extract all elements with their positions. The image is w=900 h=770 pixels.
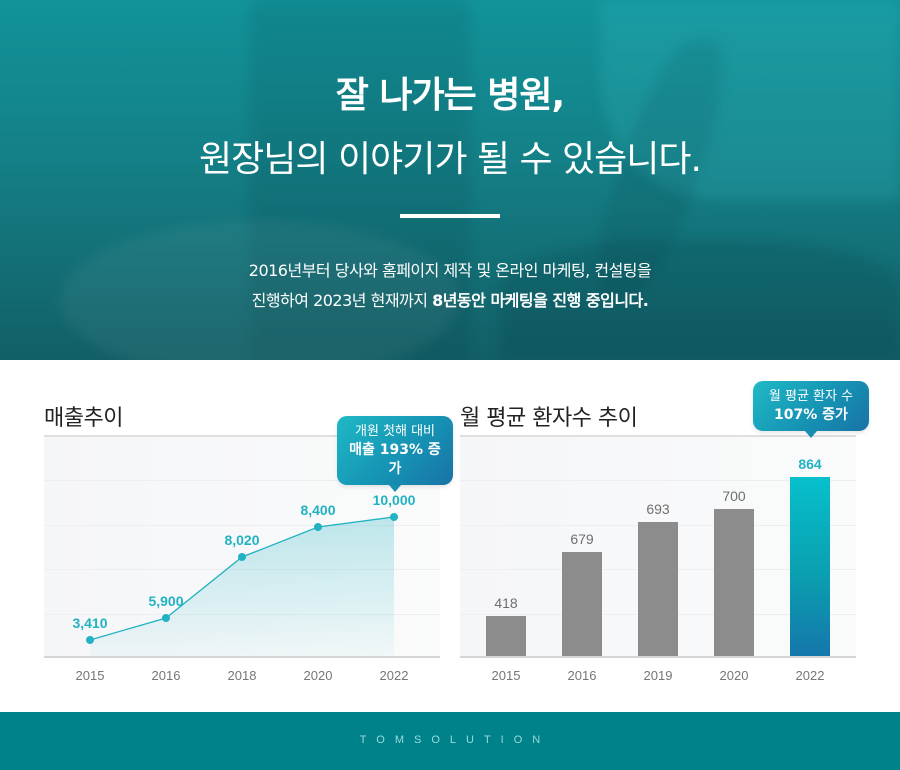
gridline [44, 525, 440, 526]
x-tick-label: 2015 [491, 668, 521, 683]
background-shape [60, 220, 460, 360]
bar-value-label: 700 [722, 488, 746, 504]
bar-value-label: 418 [494, 595, 518, 611]
data-point-2022[interactable] [390, 513, 398, 521]
data-label: 3,410 [72, 615, 108, 631]
background-shape [600, 0, 900, 200]
callout-line-2: 107% 증가 [774, 407, 848, 423]
x-tick-label: 2020 [303, 668, 333, 683]
x-tick-label: 2022 [795, 668, 825, 683]
gridline [460, 480, 856, 481]
callout-line-2: 매출 193% 증가 [349, 442, 441, 477]
x-axis-baseline [44, 656, 440, 658]
bar-value-label: 679 [570, 531, 594, 547]
sales-chart-title: 매출추이 [44, 406, 123, 431]
hero-subtitle: 원장님의 이야기가 될 수 있습니다. [199, 139, 702, 180]
hero-description: 2016년부터 당사와 홈페이지 제작 및 온라인 마케팅, 컨설팅을 진행하여… [0, 256, 900, 316]
data-point-2018[interactable] [238, 553, 246, 561]
x-tick-label: 2016 [567, 668, 597, 683]
x-tick-label: 2019 [643, 668, 673, 683]
bar-value-label: 693 [646, 501, 670, 517]
gridline [44, 480, 440, 481]
data-point-2015[interactable] [86, 636, 94, 644]
x-tick-label: 2018 [227, 668, 257, 683]
hero-desc-line-2: 진행하여 2023년 현재까지 8년동안 마케팅을 진행 중입니다. [0, 286, 900, 316]
hero-desc-line-1: 2016년부터 당사와 홈페이지 제작 및 온라인 마케팅, 컨설팅을 [248, 261, 652, 280]
hero-divider [400, 214, 500, 218]
footer-brand-logo: TOMSOLUTION [359, 734, 551, 746]
hero-desc-plain: 진행하여 2023년 현재까지 [251, 291, 433, 310]
hero-banner: 잘 나가는 병원, 원장님의 이야기가 될 수 있습니다. 2016년부터 당사… [0, 0, 900, 360]
data-point-2016[interactable] [162, 614, 170, 622]
bar-2022-highlight[interactable] [790, 477, 830, 656]
x-tick-label: 2022 [379, 668, 409, 683]
x-tick-label: 2015 [75, 668, 105, 683]
callout-line-1: 월 평균 환자 수 [768, 389, 854, 404]
x-tick-label: 2020 [719, 668, 749, 683]
patients-chart-title: 월 평균 환자수 추이 [460, 406, 638, 431]
data-label: 8,020 [224, 532, 260, 548]
callout-line-1: 개원 첫해 대비 [354, 424, 436, 439]
data-label: 5,900 [148, 593, 184, 609]
footer: TOMSOLUTION [0, 712, 900, 770]
hero-title: 잘 나가는 병원, [335, 75, 565, 116]
data-label: 10,000 [372, 492, 416, 508]
sales-growth-callout: 개원 첫해 대비 매출 193% 증가 [337, 416, 453, 492]
bar-2020[interactable] [714, 509, 754, 656]
hero-desc-bold: 8년동안 마케팅을 진행 중입니다. [432, 291, 649, 310]
patients-growth-callout: 월 평균 환자 수 107% 증가 [753, 381, 869, 438]
data-point-2020[interactable] [314, 523, 322, 531]
data-label: 8,400 [300, 502, 336, 518]
bar-value-label-highlight: 864 [798, 456, 822, 472]
bar-2015[interactable] [486, 616, 526, 656]
x-tick-label: 2016 [151, 668, 181, 683]
bar-2016[interactable] [562, 552, 602, 656]
bar-2019[interactable] [638, 522, 678, 656]
x-axis-baseline [460, 656, 856, 658]
background-shape [500, 240, 900, 360]
background-shape [250, 0, 470, 360]
